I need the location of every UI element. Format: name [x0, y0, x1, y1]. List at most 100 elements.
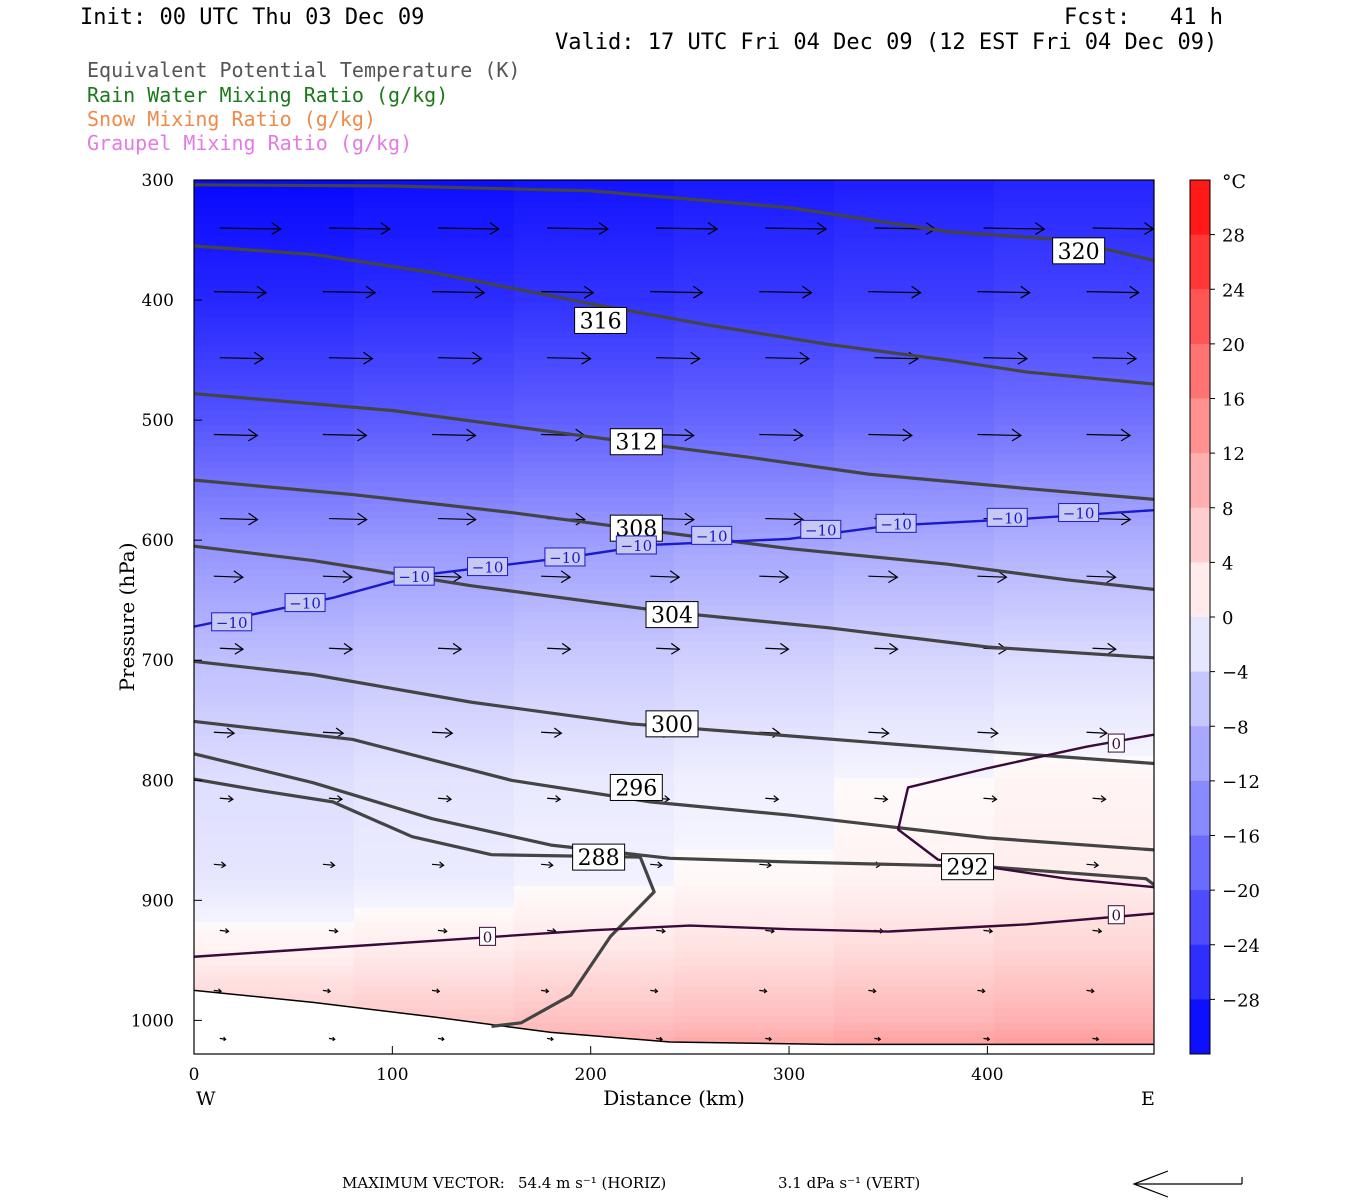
colorbar-tick-label: 12	[1222, 444, 1245, 465]
wind-vector	[431, 989, 440, 992]
field-cell	[674, 489, 835, 498]
wind-vector-head	[1090, 988, 1095, 994]
field-cell	[194, 381, 355, 390]
field-cell	[354, 612, 515, 621]
field-cell	[994, 201, 1154, 210]
wind-vector-head	[889, 642, 899, 655]
field-cell	[354, 885, 515, 895]
wind-vector	[1086, 291, 1139, 294]
field-cell	[194, 936, 355, 945]
wind-vector	[322, 433, 367, 437]
field-cell	[994, 835, 1154, 844]
colorbar-tick-label: 24	[1222, 280, 1245, 301]
field-cell	[194, 698, 355, 707]
wind-vector-head	[988, 928, 994, 934]
forecast-hour: Fcst: 41 h	[1064, 5, 1223, 30]
field-cell	[834, 878, 995, 887]
field-cell	[354, 921, 515, 931]
field-cell	[194, 280, 355, 290]
wind-vector	[438, 517, 476, 521]
field-cell	[834, 885, 995, 895]
field-cell	[354, 943, 515, 952]
field-cell	[514, 986, 675, 995]
field-cell	[354, 374, 515, 383]
field-cell	[514, 799, 675, 808]
wind-vector	[1092, 227, 1154, 230]
wind-vector	[1092, 647, 1116, 650]
field-cell	[834, 965, 995, 974]
east-label: E	[1141, 1088, 1155, 1110]
wind-vector-head	[441, 1036, 445, 1042]
field-cell	[194, 216, 355, 225]
field-cell	[354, 223, 515, 232]
field-cell	[514, 914, 675, 923]
field-cell	[514, 547, 675, 556]
wind-vector	[977, 433, 1021, 437]
west-label: W	[196, 1088, 216, 1110]
wind-vector	[874, 647, 898, 650]
wind-vector-head	[548, 861, 554, 869]
wind-vector	[219, 357, 264, 360]
wind-vector-head	[466, 428, 477, 442]
field-cell	[834, 201, 995, 210]
field-cell	[994, 525, 1154, 534]
field-cell	[994, 266, 1154, 275]
field-cell	[354, 655, 515, 664]
field-cell	[834, 237, 995, 246]
field-cell	[194, 641, 355, 650]
field-cell	[194, 842, 355, 851]
theta-e-contour-312	[194, 392, 1154, 501]
field-cell	[674, 338, 835, 347]
wind-vector-head	[581, 351, 592, 365]
field-cell	[194, 749, 355, 758]
field-cell	[834, 619, 995, 628]
field-cell	[834, 403, 995, 412]
field-cell	[674, 583, 835, 592]
wind-vector	[983, 1037, 990, 1040]
field-cell	[674, 1015, 835, 1024]
field-cell	[994, 813, 1154, 823]
field-cell	[994, 727, 1154, 736]
field-cell	[514, 734, 675, 743]
wind-vector-head	[763, 988, 768, 994]
field-cell	[354, 604, 515, 614]
field-cell	[674, 691, 835, 700]
field-cell	[674, 792, 835, 801]
field-cell	[994, 496, 1154, 506]
wind-vector	[547, 1037, 554, 1040]
wind-vector	[219, 1037, 226, 1040]
field-cell	[514, 568, 675, 578]
isotherm-label-box	[986, 507, 1028, 527]
wind-vector-head	[550, 1036, 554, 1042]
field-cell	[994, 957, 1154, 967]
field-cell	[514, 302, 675, 311]
field-cell	[674, 720, 835, 729]
field-cell	[194, 669, 355, 679]
wind-vector	[977, 731, 998, 734]
wind-vector-head	[555, 795, 562, 803]
field-cell	[194, 439, 355, 448]
field-cell	[674, 439, 835, 448]
field-cell	[514, 835, 675, 844]
field-cell	[194, 857, 355, 866]
field-cell	[994, 763, 1154, 772]
field-cell	[514, 216, 675, 225]
field-cell	[194, 864, 355, 873]
field-cell	[674, 641, 835, 650]
field-cell	[674, 1037, 835, 1046]
field-cell	[994, 698, 1154, 707]
wind-vector	[328, 357, 373, 360]
wind-vector	[650, 291, 703, 294]
field-cell	[514, 806, 675, 815]
field-cell	[994, 936, 1154, 945]
field-cell	[674, 367, 835, 376]
colorbar-tick-label: −8	[1222, 717, 1249, 738]
isotherm-label-box	[284, 593, 326, 613]
field-cell	[834, 648, 995, 657]
field-cell	[514, 352, 675, 362]
field-cell	[354, 914, 515, 923]
field-cell	[194, 986, 355, 995]
wind-vector-head	[561, 642, 572, 655]
field-cell	[994, 187, 1154, 196]
wind-vector-head	[583, 285, 595, 299]
